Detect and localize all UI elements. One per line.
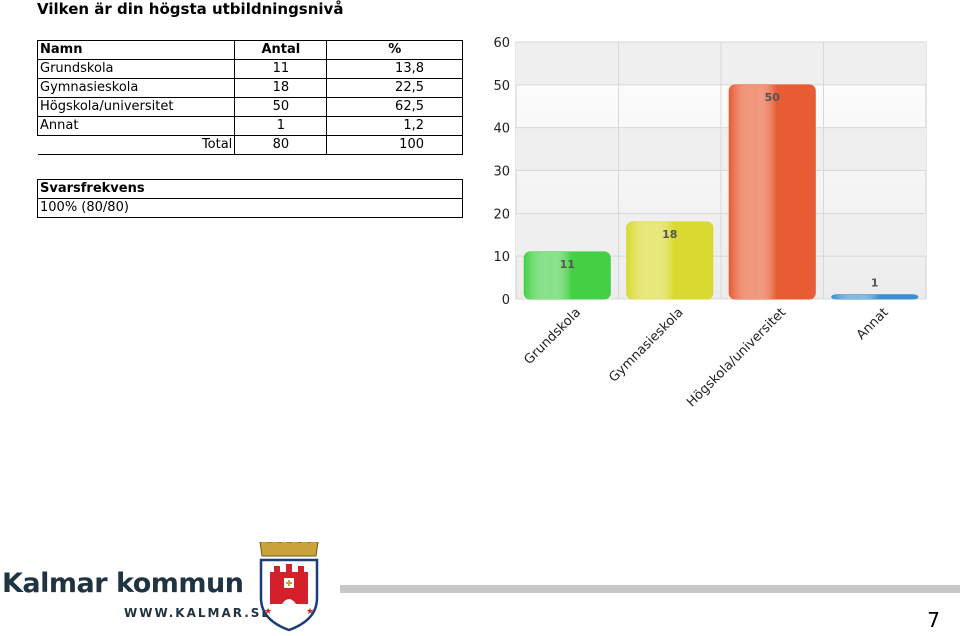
row-name: Gymnasieskola (36, 78, 236, 98)
response-rate-header: Svarsfrekvens (37, 179, 463, 199)
svg-text:★: ★ (306, 607, 314, 617)
page-title: Vilken är din högsta utbildningsnivå (37, 0, 344, 18)
footer-bar (340, 585, 960, 593)
table-row: Annat 1 1,2 (36, 116, 463, 136)
total-count: 80 (234, 135, 328, 155)
bar-highlight (729, 84, 816, 299)
table-row: Grundskola 11 13,8 (36, 59, 463, 79)
row-name: Högskola/universitet (36, 97, 236, 117)
total-label: Total (37, 135, 236, 155)
coat-of-arms-icon: ★ ★ (259, 542, 319, 632)
page-number: 7 (927, 608, 940, 632)
x-tick-label: Annat (854, 305, 892, 343)
y-tick-label: 60 (493, 36, 510, 51)
bar-highlight (626, 221, 713, 299)
org-url: WWW.KALMAR.SE (124, 606, 272, 620)
row-count: 50 (234, 97, 328, 117)
header-name: Namn (36, 40, 236, 60)
results-table: Namn Antal % Grundskola 11 13,8 Gymnasie… (36, 40, 463, 155)
svg-text:★: ★ (264, 607, 272, 617)
row-name: Annat (36, 116, 236, 136)
table-row: Gymnasieskola 18 22,5 (36, 78, 463, 98)
response-rate-value: 100% (80/80) (37, 198, 463, 218)
row-percent: 62,5 (326, 97, 463, 117)
row-percent: 22,5 (326, 78, 463, 98)
y-tick-label: 0 (502, 293, 510, 308)
row-percent: 13,8 (326, 59, 463, 79)
y-tick-label: 40 (493, 122, 510, 137)
total-row: Total 80 100 (37, 135, 463, 155)
x-tick-label: Gymnasieskola (606, 305, 686, 385)
org-logo-text: Kalmar kommun (2, 568, 244, 599)
data-label: 1 (871, 277, 879, 290)
bar-highlight (831, 294, 918, 299)
header-count: Antal (234, 40, 328, 60)
y-tick-label: 30 (493, 165, 510, 180)
y-tick-label: 50 (493, 79, 510, 94)
row-percent: 1,2 (326, 116, 463, 136)
total-percent: 100 (326, 135, 463, 155)
response-rate-table: Svarsfrekvens 100% (80/80) (37, 179, 463, 218)
data-label: 18 (662, 228, 677, 241)
y-tick-label: 10 (493, 250, 510, 265)
x-tick-label: Högskola/universitet (684, 305, 789, 410)
row-count: 1 (234, 116, 328, 136)
row-count: 18 (234, 78, 328, 98)
data-label: 50 (765, 91, 781, 104)
row-name: Grundskola (36, 59, 236, 79)
y-tick-label: 20 (493, 207, 510, 222)
table-row: Högskola/universitet 50 62,5 (36, 97, 463, 117)
bar-highlight (524, 251, 611, 299)
table-header-row: Namn Antal % (36, 40, 463, 60)
data-label: 11 (560, 258, 575, 271)
x-tick-label: Grundskola (521, 305, 584, 368)
header-percent: % (326, 40, 463, 60)
bar-chart: 0 10 20 30 40 50 60 11 Grundskola 18 Gymnasieskola… (493, 36, 927, 410)
row-count: 11 (234, 59, 328, 79)
